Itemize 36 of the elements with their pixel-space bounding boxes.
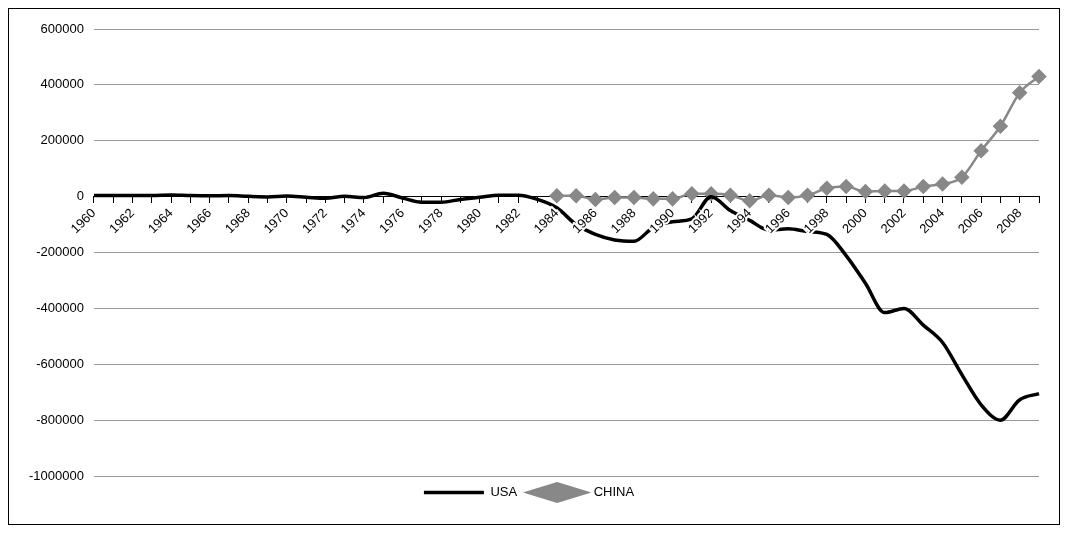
point bbox=[1012, 85, 1027, 100]
y-tick-label: 400000 bbox=[40, 76, 84, 92]
point bbox=[588, 192, 603, 207]
point bbox=[568, 188, 584, 204]
point bbox=[723, 187, 738, 203]
y-tick-label: -200000 bbox=[36, 244, 84, 260]
point bbox=[626, 190, 642, 205]
legend-label: CHINA bbox=[593, 484, 635, 500]
point bbox=[607, 190, 622, 205]
point bbox=[877, 183, 892, 199]
point bbox=[781, 190, 796, 205]
point bbox=[549, 188, 565, 204]
point bbox=[858, 184, 873, 199]
point bbox=[935, 176, 950, 192]
point bbox=[684, 186, 700, 202]
y-tick-label: 0 bbox=[76, 188, 84, 204]
point bbox=[954, 170, 970, 185]
y-tick-label: 600000 bbox=[40, 20, 84, 36]
point bbox=[761, 187, 777, 203]
y-tick-label: 200000 bbox=[40, 132, 84, 148]
point bbox=[916, 179, 931, 194]
y-tick-label: -600000 bbox=[36, 355, 84, 371]
point bbox=[819, 180, 835, 196]
point bbox=[973, 143, 989, 159]
point bbox=[800, 187, 815, 203]
point bbox=[1031, 69, 1047, 84]
y-tick-label: -1000000 bbox=[28, 467, 84, 483]
point bbox=[993, 118, 1008, 134]
point bbox=[838, 179, 854, 194]
y-tick-label: -800000 bbox=[36, 411, 84, 427]
legend-label: USA bbox=[490, 484, 518, 500]
point bbox=[896, 183, 912, 199]
y-tick-label: -400000 bbox=[36, 299, 84, 315]
point bbox=[665, 191, 680, 207]
point bbox=[646, 191, 661, 207]
point bbox=[742, 193, 757, 209]
